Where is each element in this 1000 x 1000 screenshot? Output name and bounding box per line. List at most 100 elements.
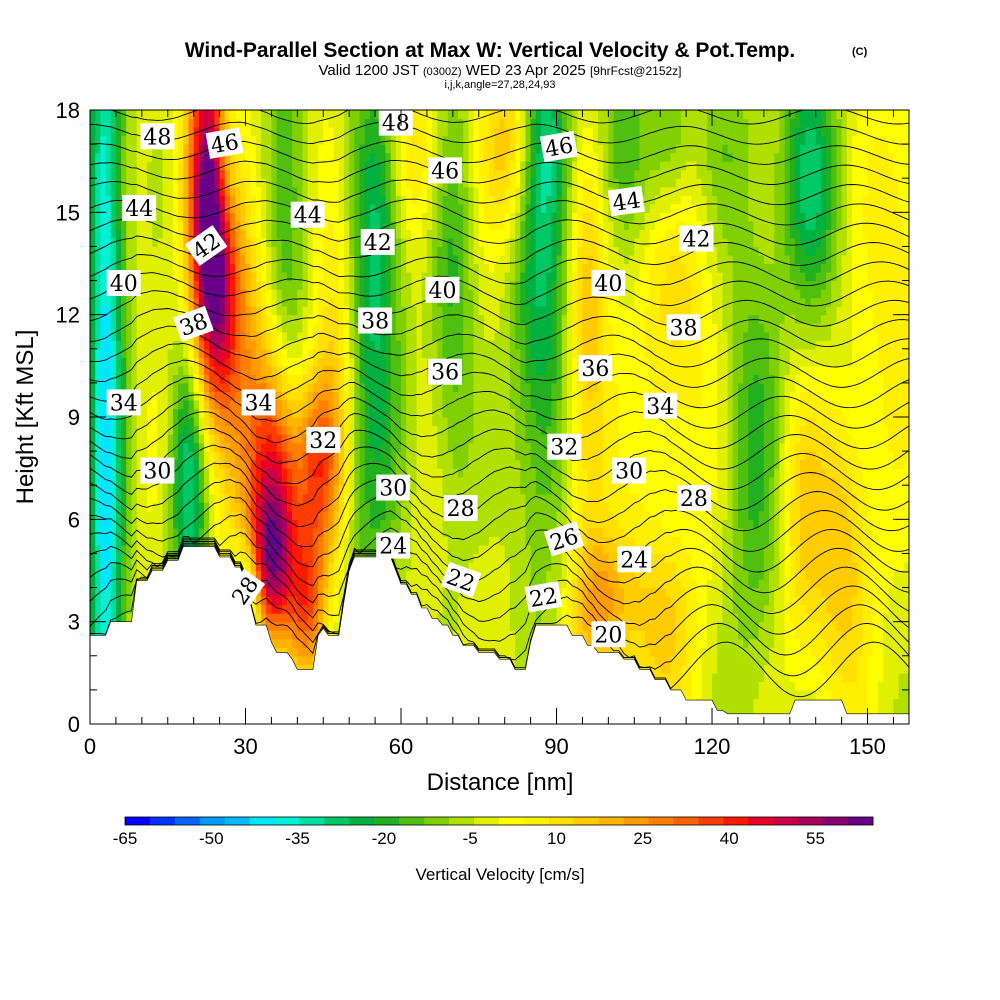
velocity-cell <box>349 220 355 230</box>
velocity-cell <box>271 476 278 486</box>
velocity-cell <box>100 519 107 529</box>
velocity-cell <box>229 527 236 537</box>
velocity-cell <box>126 348 133 358</box>
velocity-cell <box>432 203 438 213</box>
velocity-cell <box>312 178 319 188</box>
velocity-cell <box>406 246 412 256</box>
velocity-cell <box>271 604 278 614</box>
velocity-cell <box>343 110 350 120</box>
velocity-cell <box>318 451 324 461</box>
velocity-cell <box>442 323 449 333</box>
velocity-cell <box>214 399 221 410</box>
velocity-cell <box>162 297 169 307</box>
velocity-cell <box>121 604 127 614</box>
velocity-cell <box>100 263 107 273</box>
velocity-cell <box>240 544 247 555</box>
velocity-cell <box>286 553 293 563</box>
velocity-cell <box>214 510 221 520</box>
velocity-cell <box>152 110 158 120</box>
velocity-cell <box>255 280 262 290</box>
velocity-cell <box>390 212 397 222</box>
velocity-cell <box>147 297 153 307</box>
velocity-cell <box>281 314 288 324</box>
velocity-cell <box>421 331 428 341</box>
velocity-cell <box>286 365 293 375</box>
velocity-cell <box>204 152 210 162</box>
velocity-cell <box>255 365 262 375</box>
velocity-cell <box>318 323 324 333</box>
velocity-cell <box>338 442 345 452</box>
velocity-cell <box>380 502 387 512</box>
velocity-cell <box>266 306 273 316</box>
velocity-cell <box>167 553 174 563</box>
velocity-cell <box>401 382 407 393</box>
velocity-cell <box>323 195 330 205</box>
velocity-cell <box>343 374 350 384</box>
velocity-cell <box>426 306 433 316</box>
velocity-cell <box>302 382 309 393</box>
velocity-cell <box>172 118 179 128</box>
velocity-cell <box>245 229 252 239</box>
velocity-cell <box>172 152 179 162</box>
velocity-cell <box>90 596 96 606</box>
velocity-cell <box>126 451 133 461</box>
velocity-cell <box>359 417 366 427</box>
velocity-cell <box>204 502 210 512</box>
velocity-cell <box>359 485 366 495</box>
velocity-cell <box>115 442 122 452</box>
velocity-cell <box>100 169 107 179</box>
velocity-cell <box>266 493 273 503</box>
velocity-cell <box>240 536 247 546</box>
velocity-cell <box>229 237 236 248</box>
velocity-cell <box>121 417 127 427</box>
velocity-cell <box>416 493 423 503</box>
velocity-cell <box>214 536 221 546</box>
velocity-cell <box>115 527 122 537</box>
velocity-cell <box>323 399 330 410</box>
velocity-cell <box>121 442 127 452</box>
velocity-cell <box>105 237 112 248</box>
velocity-cell <box>152 382 158 393</box>
velocity-cell <box>307 144 314 154</box>
velocity-cell <box>229 272 236 282</box>
velocity-cell <box>219 169 226 179</box>
velocity-cell <box>271 212 278 222</box>
velocity-cell <box>131 468 138 478</box>
velocity-cell <box>292 357 298 367</box>
velocity-cell <box>255 186 262 196</box>
velocity-cell <box>136 442 143 452</box>
velocity-cell <box>359 195 366 205</box>
velocity-cell <box>157 212 164 222</box>
velocity-cell <box>359 280 366 290</box>
velocity-cell <box>421 408 428 418</box>
velocity-cell <box>297 579 304 589</box>
velocity-cell <box>364 399 371 410</box>
velocity-cell <box>105 178 112 188</box>
velocity-cell <box>401 220 407 230</box>
velocity-cell <box>95 203 101 213</box>
velocity-cell <box>266 544 273 555</box>
velocity-cell <box>245 110 252 120</box>
velocity-cell <box>401 203 407 213</box>
velocity-cell <box>121 476 127 486</box>
velocity-cell <box>292 579 298 589</box>
velocity-cell <box>126 510 133 520</box>
velocity-cell <box>110 331 117 341</box>
velocity-cell <box>421 510 428 520</box>
velocity-cell <box>328 246 335 256</box>
velocity-cell <box>276 144 283 154</box>
velocity-cell <box>426 331 433 341</box>
velocity-cell <box>333 621 340 631</box>
velocity-cell <box>115 365 122 375</box>
velocity-cell <box>90 246 96 256</box>
velocity-cell <box>380 220 387 230</box>
velocity-cell <box>338 229 345 239</box>
velocity-cell <box>349 110 355 120</box>
velocity-cell <box>416 340 423 350</box>
velocity-cell <box>375 135 381 145</box>
velocity-cell <box>411 127 418 137</box>
velocity-cell <box>380 135 387 145</box>
velocity-cell <box>406 254 412 265</box>
velocity-cell <box>224 476 231 486</box>
velocity-cell <box>349 408 355 418</box>
